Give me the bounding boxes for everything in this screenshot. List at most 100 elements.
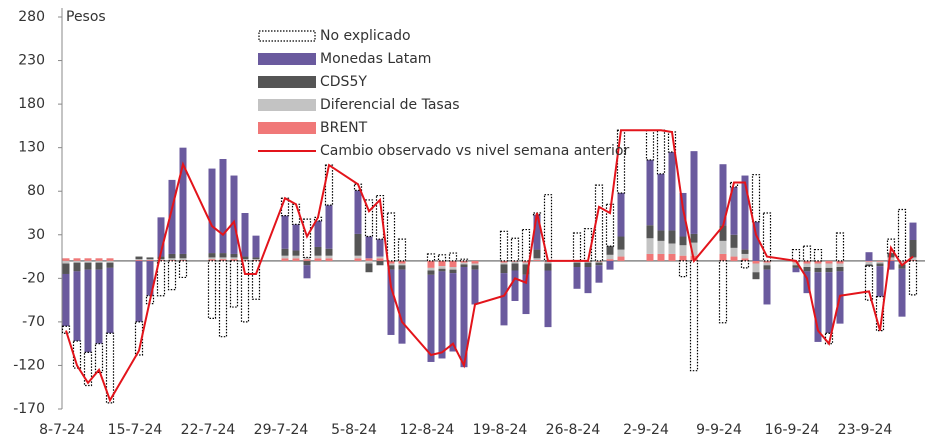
bar-segment [105, 332, 115, 404]
bar-segment [865, 260, 873, 262]
bar-segment [908, 260, 918, 296]
bar-segment [106, 258, 114, 261]
line [65, 129, 914, 403]
bar-segment [690, 242, 698, 256]
bar-segment [106, 260, 114, 263]
bar-segment [325, 248, 333, 256]
bar-segment [471, 269, 479, 305]
bar-segment [230, 175, 238, 254]
bar-segment [511, 261, 519, 264]
bar-segment [241, 256, 249, 260]
bar-segment [376, 239, 384, 257]
bar-segment [146, 260, 154, 296]
bar-segment [364, 199, 374, 238]
bar-segment [314, 220, 322, 247]
bar-segment [573, 262, 581, 268]
bar-segment [824, 332, 834, 345]
bar-segment [386, 212, 396, 262]
bar-segment [522, 264, 530, 275]
bar-segment [449, 260, 457, 268]
bar-segment [909, 240, 917, 258]
bar-segment [814, 263, 822, 268]
bar-segment [449, 267, 457, 270]
bar-segment [645, 129, 655, 161]
bar-segment [449, 269, 457, 274]
bar-segment [511, 270, 519, 301]
bar-segment [252, 257, 260, 260]
bar-segment [387, 263, 395, 266]
bar-segment [898, 264, 906, 269]
bar-segment [584, 262, 592, 268]
bar-segment [135, 259, 143, 261]
bar-segment [241, 213, 249, 257]
bar-segment [741, 175, 749, 250]
bar-segment [533, 214, 541, 250]
bar-segment [325, 258, 333, 261]
bar-segment [898, 260, 906, 262]
legend-label: Diferencial de Tasas [320, 97, 460, 113]
bar-segment [62, 260, 70, 264]
bar-segment [303, 260, 311, 266]
bar-segment [219, 259, 227, 261]
bar-segment [544, 270, 552, 328]
bar-segment [909, 222, 917, 241]
bar-segment [825, 272, 833, 334]
bar-segment [617, 236, 625, 250]
bar-segment [533, 249, 541, 259]
bar-segment [471, 265, 479, 270]
bar-segment [73, 262, 81, 272]
legend-label: No explicado [320, 28, 411, 44]
bar-segment [668, 253, 676, 261]
x-tick-label: 29-7-24 [254, 422, 309, 438]
bar-segment [668, 230, 676, 244]
bar-segment [354, 255, 362, 259]
bar-segment [751, 174, 761, 223]
bar-segment [876, 261, 884, 264]
bar-segment [95, 260, 103, 263]
legend-label: BRENT [320, 120, 368, 136]
bar-segment [522, 262, 530, 265]
bar-segment [792, 267, 800, 273]
bar-segment [522, 274, 530, 315]
bar-segment [606, 254, 614, 260]
bar-segment [397, 238, 407, 262]
bar-segment [500, 262, 508, 265]
bar-segment [719, 225, 727, 241]
bar-segment [84, 260, 92, 263]
bar-segment [584, 261, 592, 263]
bar-segment [646, 238, 654, 254]
bar-segment [73, 271, 81, 342]
bar-segment [865, 264, 873, 267]
bar-segment [398, 263, 406, 266]
bar-segment [679, 245, 687, 256]
bar-segment [314, 258, 322, 261]
bar-segment [281, 255, 289, 259]
bar-segment [836, 267, 844, 272]
bar-segment [365, 260, 373, 264]
bar-segment [135, 260, 143, 322]
bar-segment [533, 260, 541, 261]
bar-segment [752, 272, 760, 280]
bar-segment [219, 253, 227, 258]
bar-segment [594, 184, 604, 262]
bar-segment [314, 246, 322, 256]
x-tick-label: 19-8-24 [473, 422, 528, 438]
bar-segment [314, 255, 322, 259]
bar-segment [438, 266, 446, 269]
bar-segment [168, 179, 176, 254]
y-tick-label: 230 [18, 53, 45, 69]
bar-segment [543, 194, 553, 262]
legend-swatch [258, 99, 316, 111]
y-tick-label: 80 [27, 183, 45, 199]
bar-segment [605, 203, 615, 247]
bar-segment [814, 272, 822, 342]
bar-segment [606, 246, 614, 255]
bar-segment [825, 267, 833, 273]
legend-swatch [258, 122, 316, 134]
bar-segment [792, 262, 800, 266]
bar-segment [437, 254, 447, 262]
bar-segment [876, 260, 884, 262]
bar-segment [61, 325, 71, 334]
bar-segment [763, 265, 771, 270]
bar-segment [179, 258, 187, 261]
